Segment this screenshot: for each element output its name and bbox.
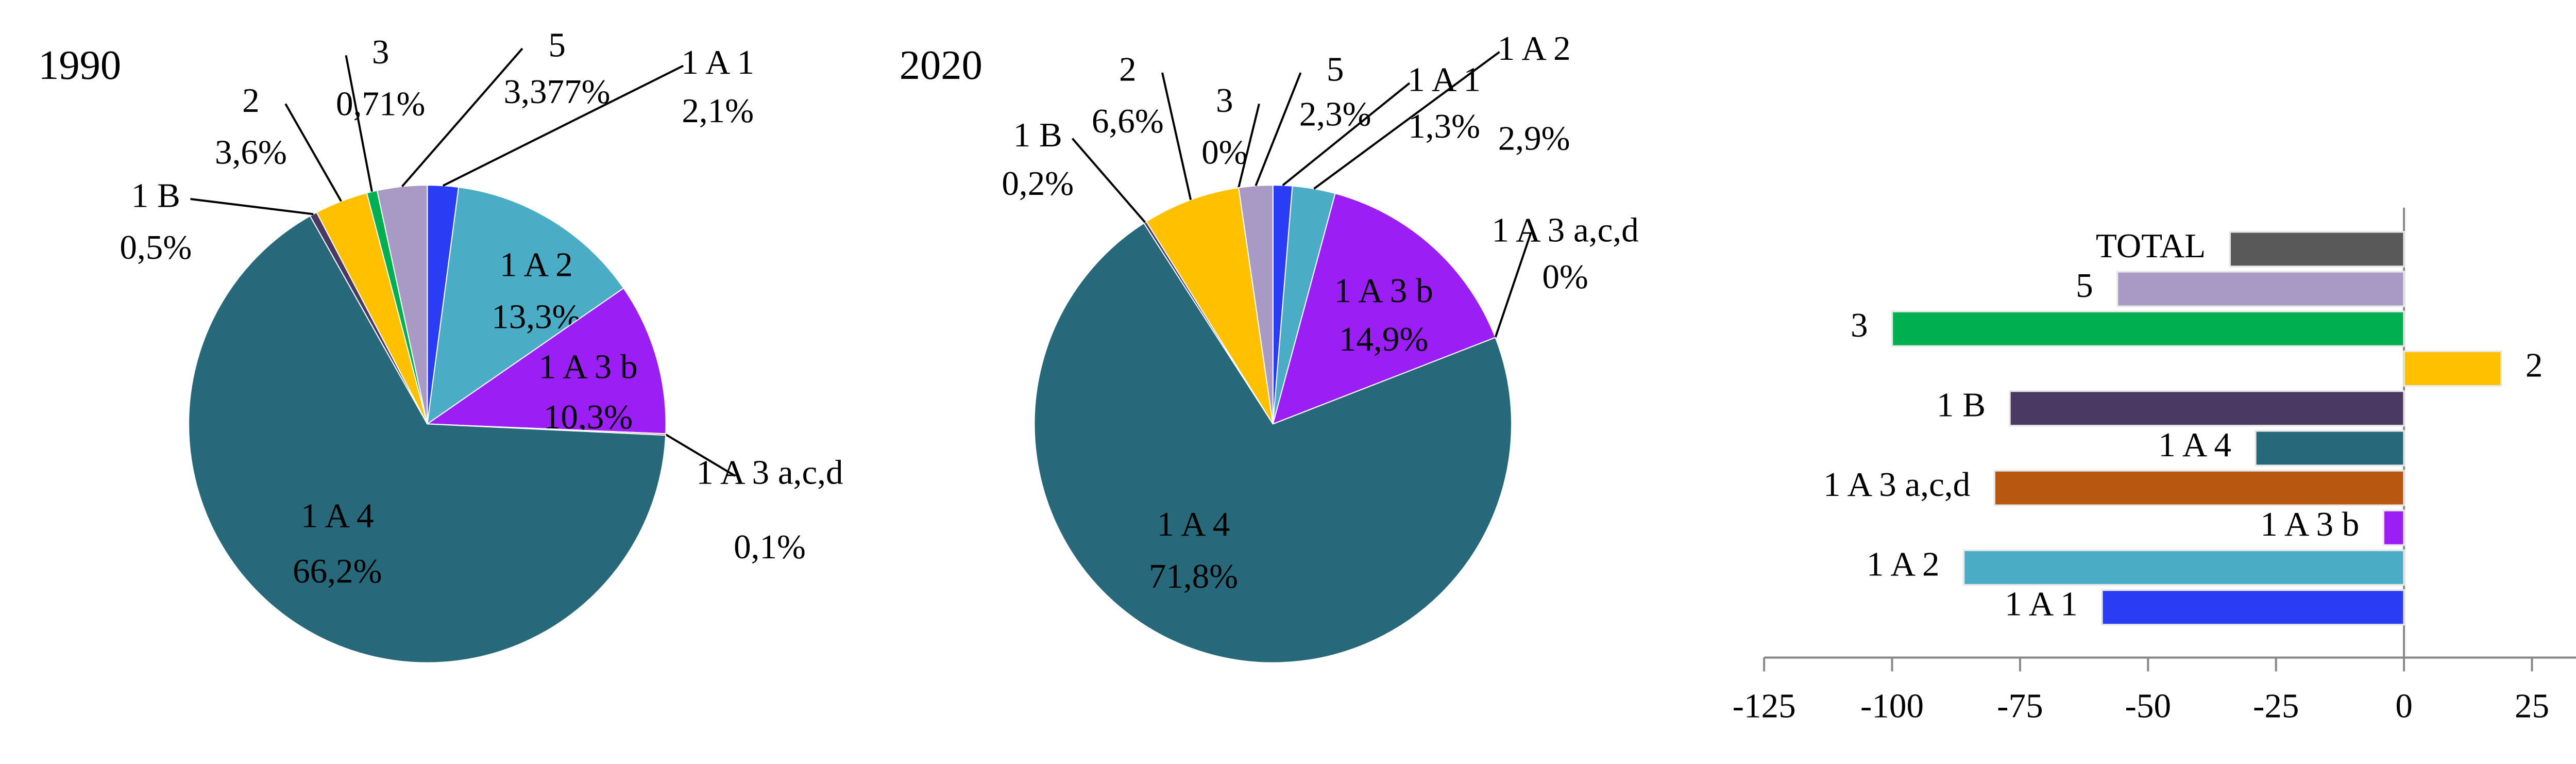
slice-value-label: 2,9% xyxy=(1498,119,1570,158)
leader-line xyxy=(1255,72,1302,187)
x-tick-label: -125 xyxy=(1733,687,1796,725)
pie-slice xyxy=(426,287,667,435)
bar xyxy=(2229,231,2405,268)
leader-line xyxy=(1238,103,1260,188)
slice-value-label: 2,1% xyxy=(682,91,754,130)
bar-category-label: 1 A 4 xyxy=(2158,425,2231,464)
slice-value-label: 66,2% xyxy=(293,552,382,590)
slice-label: 1 A 2 xyxy=(500,245,573,284)
bar-category-label: 5 xyxy=(2076,266,2093,305)
bar xyxy=(1993,470,2405,506)
slice-value-label: 71,8% xyxy=(1149,557,1238,595)
pie-slice xyxy=(1272,192,1496,425)
leader-line xyxy=(1313,51,1500,190)
slice-value-label: 0,2% xyxy=(1002,164,1074,203)
leader-line xyxy=(401,47,523,188)
pie-slice xyxy=(188,215,667,663)
slice-label: 3 xyxy=(372,32,389,71)
leader-line xyxy=(665,434,736,477)
leader-line xyxy=(190,198,314,215)
slice-label: 1 A 3 a,c,d xyxy=(696,453,843,492)
slice-label: 1 A 3 b xyxy=(538,347,637,386)
slice-label: 5 xyxy=(1327,49,1344,88)
bar-category-label: 1 A 2 xyxy=(1867,544,1940,583)
chart-title: 1990 xyxy=(38,42,121,88)
bar-category-label: 1 A 3 a,c,d xyxy=(1823,465,1970,504)
slice-label: 1 A 2 xyxy=(1498,29,1571,68)
slice-value-label: 0,5% xyxy=(120,228,192,267)
leader-line xyxy=(1161,72,1192,200)
slice-value-label: 1,3% xyxy=(1408,107,1480,145)
bar xyxy=(2382,509,2405,546)
pie-slice xyxy=(1033,222,1512,663)
x-tick-label: -50 xyxy=(2125,687,2171,725)
slice-label: 3 xyxy=(1216,81,1233,120)
slice-label: 2 xyxy=(1119,49,1137,88)
pie-slice xyxy=(427,187,624,425)
bar-category-label: 1 B xyxy=(1937,386,1986,424)
slice-value-label: 6,6% xyxy=(1092,102,1164,140)
slice-label: 2 xyxy=(242,81,260,120)
bar xyxy=(2009,390,2405,427)
chart-title: 2020 xyxy=(900,42,982,88)
leader-line xyxy=(1071,138,1146,223)
pie-slice xyxy=(1145,187,1274,424)
bar-category-label: 1 A 3 b xyxy=(2260,505,2359,543)
slice-value-label: 3,6% xyxy=(215,133,287,172)
slice-label: 5 xyxy=(548,25,566,64)
slice-value-label: 14,9% xyxy=(1339,320,1428,358)
x-tick-label: -75 xyxy=(1997,687,2043,725)
bar-category-label: 1 A 1 xyxy=(2005,585,2078,623)
bar xyxy=(1962,549,2405,586)
x-tick-label: -100 xyxy=(1860,687,1924,725)
leader-line xyxy=(284,103,342,202)
slice-value-label: 0% xyxy=(1542,257,1588,296)
slice-value-label: 0% xyxy=(1201,133,1247,172)
slice-value-label: 0,1% xyxy=(734,527,806,566)
slice-label: 1 A 4 xyxy=(301,496,374,535)
bar xyxy=(2403,350,2502,387)
x-tick-label: -25 xyxy=(2253,687,2299,725)
slice-label: 1 A 3 a,c,d xyxy=(1492,211,1638,250)
slice-label: 1 B xyxy=(131,176,180,214)
bar-category-label: 3 xyxy=(1851,306,1868,344)
leader-line xyxy=(1494,233,1532,338)
leader-line xyxy=(1282,82,1411,187)
slice-label: 1 A 1 xyxy=(681,43,754,81)
leader-line xyxy=(442,64,684,187)
slice-value-label: 3,377% xyxy=(504,72,611,111)
leader-line xyxy=(345,55,373,192)
slice-value-label: 2,3% xyxy=(1299,95,1371,134)
slice-label: 1 B xyxy=(1013,115,1062,154)
slice-label: 1 A 4 xyxy=(1157,505,1230,543)
bar xyxy=(2116,271,2405,307)
x-tick-label: 0 xyxy=(2395,687,2413,725)
bar-category-label: 2 xyxy=(2526,345,2543,384)
bar xyxy=(1891,310,2405,347)
x-tick-label: 25 xyxy=(2515,687,2549,725)
bar xyxy=(2255,430,2405,467)
slice-label: 1 A 3 b xyxy=(1334,271,1433,310)
slice-value-label: 0,71% xyxy=(336,85,425,123)
bar-category-label: TOTAL xyxy=(2096,226,2206,265)
bar xyxy=(2101,589,2405,626)
